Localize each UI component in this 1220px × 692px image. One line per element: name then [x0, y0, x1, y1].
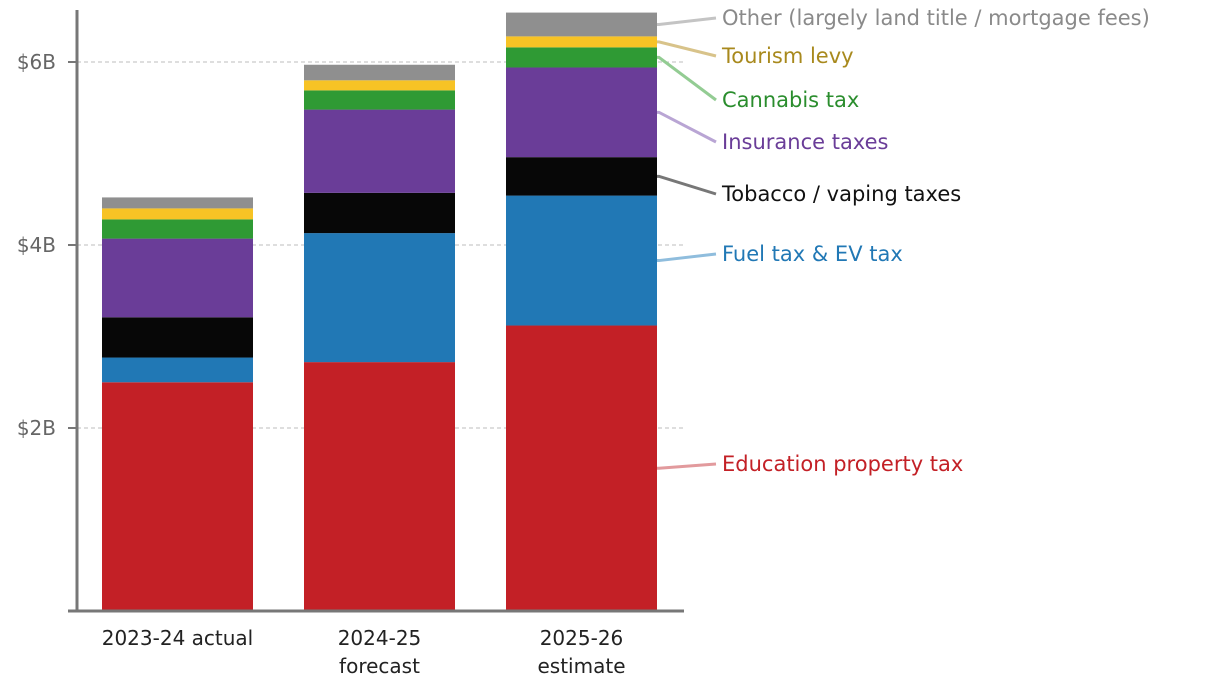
y-tick-label: $4B [17, 233, 56, 257]
bar-segment [102, 317, 253, 358]
bar-segment [102, 238, 253, 318]
legend-label: Tourism levy [721, 44, 854, 68]
y-ticks: $2B $4B $6B [17, 50, 77, 440]
x-tick-label: 2024-25 [338, 626, 422, 650]
legend-label: Insurance taxes [722, 130, 888, 154]
legend-leader-line [657, 174, 717, 196]
y-tick-label: $6B [17, 50, 56, 74]
legend-leader-line [657, 252, 717, 263]
bar-segment [304, 192, 455, 234]
bar-segment [102, 382, 253, 611]
bar-segment [506, 47, 657, 68]
bar-segment [506, 195, 657, 326]
bar-segment [506, 12, 657, 37]
bar-segment [304, 109, 455, 193]
x-labels: 2023-24 actual 2024-25 forecast 2025-26 esti… [102, 626, 626, 678]
legend-label: Other (largely land title / mortgage fee… [722, 6, 1150, 30]
bar-segment [304, 64, 455, 81]
axes [68, 10, 684, 613]
bar-segment [304, 362, 455, 611]
bar-segment [102, 208, 253, 220]
x-tick-label: 2025-26 [540, 626, 624, 650]
x-tick-label: forecast [339, 654, 420, 678]
bar-segment [102, 357, 253, 383]
legend-label: Tobacco / vaping taxes [721, 182, 961, 206]
x-tick-label: 2023-24 actual [102, 626, 254, 650]
legend-leader-line [657, 16, 717, 26]
legend: Education property tax Fuel tax & EV tax T… [657, 6, 1150, 476]
y-tick-label: $2B [17, 416, 56, 440]
bars [102, 12, 657, 611]
bar-segment [506, 67, 657, 158]
legend-label: Cannabis tax [722, 88, 859, 112]
bar-segment [304, 233, 455, 363]
bar-segment [304, 80, 455, 91]
bar-segment [506, 157, 657, 196]
legend-leader-line [657, 462, 717, 470]
legend-leader-line [657, 110, 717, 144]
bar-segment [506, 325, 657, 611]
legend-label: Education property tax [722, 452, 963, 476]
x-tick-label: estimate [537, 654, 625, 678]
legend-leader-line [657, 40, 717, 58]
bar-segment [304, 90, 455, 110]
bar-segment [506, 36, 657, 48]
bar-segment [102, 219, 253, 239]
legend-label: Fuel tax & EV tax [722, 242, 903, 266]
legend-leader-line [657, 55, 717, 102]
bar-segment [102, 197, 253, 209]
